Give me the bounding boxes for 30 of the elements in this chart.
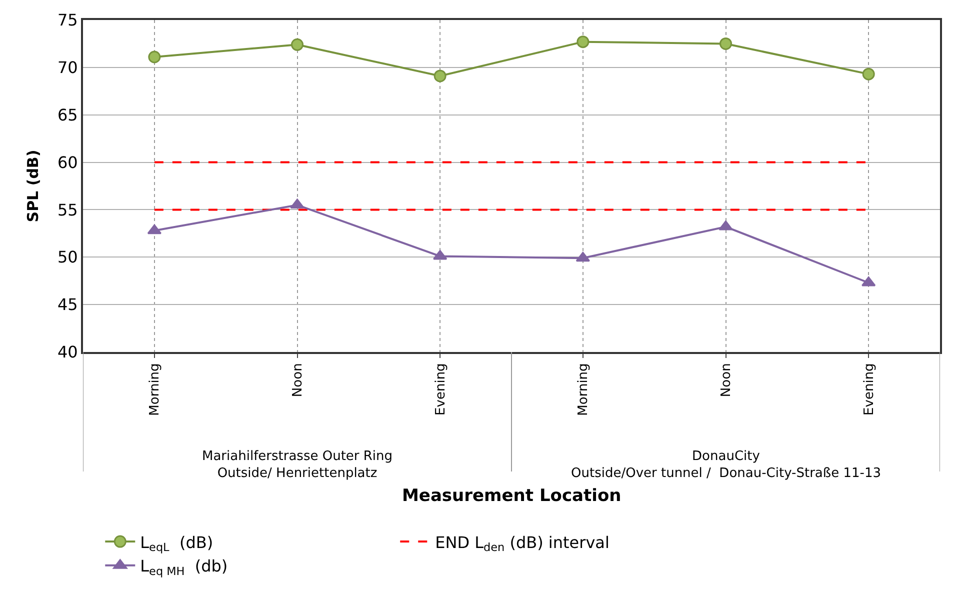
y-axis-title: SPL (dB) xyxy=(24,150,42,222)
y-tick-label: 50 xyxy=(57,248,78,267)
text: DonauCity Outside/Over tunnel / Donau-City-Straße 11-13 xyxy=(571,449,881,481)
legend-label: END L$_{den}$ (dB) interval xyxy=(435,532,610,554)
x-tick-label: Noon xyxy=(290,363,306,398)
point xyxy=(434,70,446,82)
y-tick-label: 60 xyxy=(57,152,78,172)
x-tick-label: Evening xyxy=(862,363,877,416)
point xyxy=(576,36,590,48)
y-tick-label: 40 xyxy=(57,342,78,362)
y-tick-label: 45 xyxy=(57,295,78,314)
y-tick-label: 70 xyxy=(57,58,78,78)
text: Mariahilferstrasse Outer Ring Outside/ Henriettenplatz xyxy=(202,449,393,481)
point xyxy=(720,37,732,50)
point xyxy=(576,252,590,262)
point xyxy=(291,38,304,51)
point xyxy=(432,250,448,260)
x-axis-title: Measurement Location xyxy=(402,486,622,506)
point xyxy=(862,68,875,80)
point xyxy=(147,224,162,234)
y-tick-label: 65 xyxy=(57,105,78,124)
x-tick-label: Morning xyxy=(576,363,592,416)
legend-label: L$_{eq MH}$ (db) xyxy=(140,556,228,578)
x-tick-label: Evening xyxy=(433,363,448,416)
y-tick-label: 55 xyxy=(57,200,78,220)
point xyxy=(148,50,161,64)
x-tick-label: Morning xyxy=(148,363,163,416)
legend-label: L$_{eqL}$ (dB) xyxy=(140,532,214,554)
x-tick-label: Noon xyxy=(718,363,734,398)
y-tick-label: 75 xyxy=(57,10,78,30)
